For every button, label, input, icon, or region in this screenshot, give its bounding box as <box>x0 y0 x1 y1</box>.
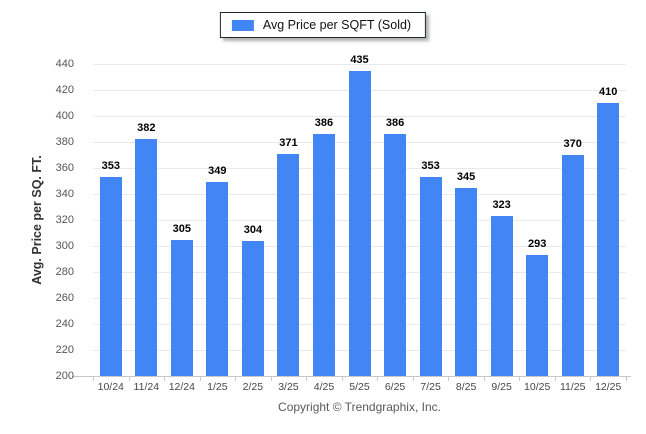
x-tick-label: 11/24 <box>133 381 160 393</box>
bar-2-25 <box>241 240 264 376</box>
x-axis-tick <box>412 377 414 381</box>
y-tick-label: 320 <box>55 214 74 226</box>
bar-value-label: 293 <box>527 238 547 251</box>
bar-5-25 <box>348 70 371 376</box>
bar-value-label: 370 <box>563 138 582 150</box>
bar-value-label: 349 <box>208 165 227 178</box>
x-tick-label: 1/25 <box>207 381 228 393</box>
x-axis-tick <box>270 377 272 381</box>
x-axis-tick <box>306 377 308 381</box>
x-axis-tick <box>341 377 343 381</box>
x-tick-label: 5/25 <box>349 381 370 393</box>
bar-value-label: 304 <box>243 223 263 236</box>
y-tick-label: 360 <box>55 162 74 174</box>
bar-value-label: 371 <box>279 136 298 149</box>
y-tick-label: 200 <box>55 370 74 382</box>
bar-12-24 <box>170 239 193 376</box>
bar-value-label: 353 <box>101 160 120 173</box>
x-tick-label: 2/25 <box>242 381 264 393</box>
x-tick-label: 9/25 <box>491 381 512 393</box>
x-tick-label: 4/25 <box>313 381 335 393</box>
x-tick-label: 12/25 <box>595 381 622 393</box>
y-tick-label: 380 <box>55 136 74 148</box>
bar-6-25 <box>384 134 407 376</box>
y-tick-label: 240 <box>55 318 74 330</box>
x-axis-tick <box>448 377 450 381</box>
x-tick-label: 3/25 <box>278 381 299 393</box>
bar-10-24 <box>99 177 122 376</box>
x-axis-tick <box>199 377 201 381</box>
x-axis-tick <box>235 377 237 381</box>
bar-value-label: 323 <box>492 199 511 212</box>
x-axis-tick <box>377 377 379 381</box>
y-tick-label: 440 <box>55 58 74 70</box>
x-axis-tick <box>626 377 627 381</box>
bar-value-label: 386 <box>314 117 334 130</box>
x-axis-tick <box>128 377 130 381</box>
x-tick-label: 10/25 <box>524 381 551 393</box>
x-tick-label: 11/25 <box>559 381 586 393</box>
x-tick-label: 8/25 <box>455 381 477 393</box>
bar-9-25 <box>490 216 513 376</box>
bar-value-label: 382 <box>137 122 156 135</box>
x-axis-tick <box>554 377 556 381</box>
legend-swatch-icon <box>231 19 254 31</box>
bar-10-25 <box>526 255 549 376</box>
bar-value-label: 435 <box>350 53 369 66</box>
legend-label: Avg Price per SQFT (Sold) <box>262 18 412 32</box>
x-axis-tick <box>164 377 166 381</box>
y-tick-label: 280 <box>55 266 74 278</box>
bar-value-label: 410 <box>599 86 618 98</box>
bar-1-25 <box>206 182 229 376</box>
bar-value-label: 345 <box>456 170 476 183</box>
y-tick-label: 340 <box>55 188 74 200</box>
x-axis-tick <box>519 377 521 381</box>
legend: Avg Price per SQFT (Sold) <box>219 12 427 38</box>
x-tick-label: 10/24 <box>97 381 124 393</box>
bar-3-25 <box>277 153 300 376</box>
x-tick-label: 12/24 <box>168 381 195 393</box>
bar-value-label: 386 <box>385 117 405 130</box>
plot-area: 353 382 305 349 304 371 386 435 386 353 345 323 293 3… <box>93 54 626 376</box>
x-axis-line <box>72 376 631 377</box>
y-tick-label: 400 <box>55 110 74 122</box>
y-tick-label: 300 <box>55 240 74 252</box>
bar-4-25 <box>312 134 335 376</box>
bar-11-24 <box>135 139 158 376</box>
y-tick-label: 260 <box>55 292 74 304</box>
y-tick-label: 220 <box>55 344 74 356</box>
bar-12-25 <box>597 103 620 376</box>
x-tick-label: 7/25 <box>420 381 441 393</box>
bar-value-label: 305 <box>172 222 191 235</box>
y-tick-label: 420 <box>55 84 74 96</box>
bar-8-25 <box>455 187 478 376</box>
bar-value-label: 353 <box>421 160 440 173</box>
copyright-footer: Copyright © Trendgraphix, Inc. <box>278 400 441 414</box>
bar-11-25 <box>561 155 584 376</box>
x-tick-label: 6/25 <box>384 381 406 393</box>
x-axis-tick <box>93 377 94 381</box>
x-axis-tick <box>590 377 592 381</box>
gridline <box>93 64 626 65</box>
x-axis-tick <box>483 377 485 381</box>
bar-7-25 <box>419 177 442 376</box>
